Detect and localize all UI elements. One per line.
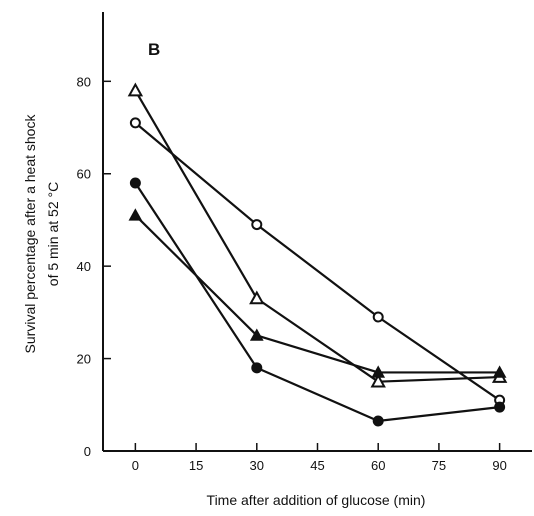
filled-triangle-point	[371, 365, 386, 378]
x-tick-label: 75	[432, 458, 446, 473]
filled-circle-point	[129, 177, 141, 189]
open-circle-point	[372, 311, 384, 323]
open-circle-point	[251, 219, 263, 231]
y-tick-label: 80	[77, 74, 91, 89]
series-line	[134, 90, 500, 383]
series-line	[134, 122, 501, 402]
open-circle-point	[129, 117, 141, 129]
x-tick-label: 15	[189, 458, 203, 473]
filled-triangle-point	[492, 365, 507, 378]
y-tick-label: 0	[84, 444, 91, 459]
filled-circle-point	[494, 401, 506, 413]
y-tick-label: 40	[77, 259, 91, 274]
y-axis-title-line-2: of 5 min at 52 °C	[45, 182, 61, 286]
y-tick-label: 60	[77, 167, 91, 182]
series-line	[134, 182, 500, 423]
y-tick-label: 20	[77, 352, 91, 367]
x-axis-title: Time after addition of glucose (min)	[207, 492, 426, 508]
x-tick-label: 30	[250, 458, 264, 473]
open-triangle-point	[370, 373, 386, 388]
filled-triangle-point	[128, 208, 143, 221]
y-axis-title-line-1: Survival percentage after a heat shock	[22, 114, 38, 354]
x-tick-label: 90	[492, 458, 506, 473]
x-tick-label: 0	[132, 458, 139, 473]
filled-circle-point	[251, 362, 263, 374]
panel-label: B	[148, 40, 160, 59]
series-line	[134, 214, 500, 374]
series-filled-triangle	[128, 208, 507, 378]
x-tick-label: 45	[310, 458, 324, 473]
series-layer	[127, 82, 508, 427]
series-open-triangle	[127, 82, 508, 388]
series-open-circle	[129, 117, 506, 406]
open-triangle-point	[249, 290, 265, 305]
filled-circle-point	[372, 415, 384, 427]
series-filled-circle	[129, 177, 506, 427]
filled-triangle-point	[249, 328, 264, 341]
open-triangle-point	[127, 82, 144, 97]
x-tick-label: 60	[371, 458, 385, 473]
axes: 0 15 30 45 60 75 90 0 20 40 60 80	[77, 12, 532, 473]
